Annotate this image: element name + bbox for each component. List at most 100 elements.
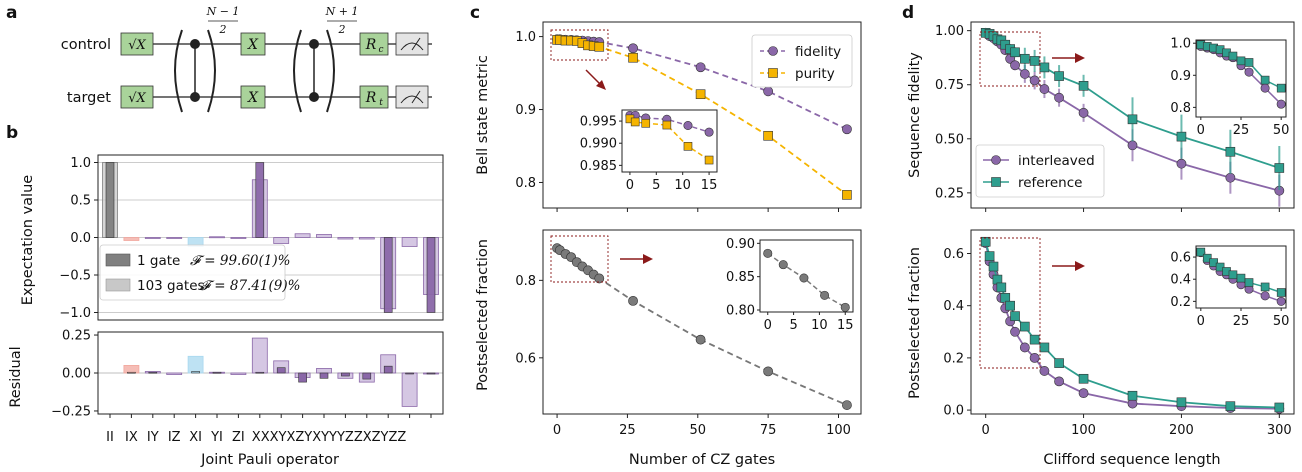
- c-bottom-inset-point: [820, 290, 830, 300]
- d-top-inset-point: [1244, 67, 1254, 77]
- pauli-expectation-chart: Expectation value −1.0 −0.5 0.0 0.5 1.0 1 ga…: [20, 154, 444, 321]
- c_top-point-fidelity: [695, 62, 706, 73]
- c-bottom-inset-point: [799, 273, 809, 283]
- d_bottom-point-reference: [1010, 311, 1020, 321]
- d_bottom-xtick-label: 200: [1169, 423, 1194, 438]
- c_top-ytick-label: 0.8: [515, 176, 536, 191]
- b-xtick-label-IY: IY: [147, 430, 159, 445]
- legend-fidelity-1-gate: 𝓕 = 99.60(1)%: [190, 253, 290, 269]
- d_top-point-interleaved: [1019, 69, 1030, 79]
- d_bottom-point-reference: [988, 261, 999, 272]
- d-top-zoom-box: [979, 31, 1041, 87]
- cz-dot-control-2: [309, 39, 319, 49]
- d_bottom-point-reference: [1039, 342, 1050, 353]
- d_top-point-reference: [1010, 47, 1020, 58]
- c-legend: fidelity purity: [751, 34, 853, 88]
- legend-marker-interleaved: [991, 155, 1001, 165]
- legend-label-fidelity: fidelity: [795, 44, 841, 60]
- c_bottom-point-postselected: [695, 334, 706, 345]
- res-bar-1-gate-ZX: [383, 365, 393, 374]
- c-bottom-inset-point: [763, 248, 773, 258]
- res-bar-1-gate-XX: [255, 371, 265, 374]
- d-top-inset-point: [1244, 58, 1254, 67]
- d_bottom-xtick-label: 100: [1071, 423, 1096, 438]
- c-bottom-zoom-box: [550, 235, 609, 283]
- legend-label-103-gates: 103 gates: [137, 278, 205, 294]
- b-xtick-label-YI: YI: [210, 430, 223, 445]
- legend-fidelity-103-gates: 𝓕 = 87.41(9)%: [200, 278, 300, 294]
- d-top-inset: 0.8 0.9 1.0 0 25 50: [1170, 37, 1289, 138]
- d-bottom-inset-ytick-label: 0.6: [1170, 251, 1191, 266]
- b-legend: 1 gate 𝓕 = 99.60(1)% 103 gates 𝓕 = 87.41…: [99, 244, 300, 301]
- d-top-inset-point: [1260, 83, 1270, 93]
- legend-label-1-gate: 1 gate: [137, 253, 180, 269]
- d_bottom-point-interleaved: [1019, 342, 1030, 353]
- c-bottom-inset-ytick-label: 0.85: [726, 270, 755, 285]
- x-gate-target: [240, 85, 266, 109]
- c-bottom-inset-xtick-label: 15: [837, 318, 854, 333]
- c_top-point-fidelity: [628, 43, 638, 54]
- c_bottom-xtick-label: 100: [826, 423, 851, 438]
- d_top-point-interleaved: [1029, 75, 1040, 86]
- c-bottom-inset-xtick-label: 10: [811, 318, 828, 333]
- legend-marker-purity: [768, 68, 778, 78]
- bar-103-gates-ZI: [230, 237, 247, 239]
- d-top-arrow: [1052, 53, 1085, 63]
- rt-gate: [359, 85, 389, 109]
- bar-103-gates-IY: [144, 237, 161, 239]
- d-bottom-inset-point: [1202, 253, 1212, 263]
- c-top-inset-point: [704, 155, 714, 165]
- c_top-point-purity: [763, 130, 773, 141]
- x-label-control: X: [247, 37, 259, 53]
- legend-marker-fidelity: [768, 46, 778, 56]
- d-bottom-zoom-box: [979, 237, 1041, 369]
- d_top-ytick-label: 1.00: [935, 24, 964, 39]
- d_bottom-ytick-label: 0.6: [943, 247, 964, 262]
- d-bottom-inset-xtick-label: 0: [1197, 314, 1205, 329]
- bar-1-gate-ZX: [383, 237, 393, 313]
- d_bottom-point-reference: [980, 236, 991, 247]
- bar-103-gates-ZY: [401, 237, 418, 247]
- b-xtick-label-group: XXXYXZYXYYYZZXZYZZ: [252, 430, 407, 445]
- d_top-point-reference: [1054, 71, 1064, 81]
- panel-letter-a: a: [6, 3, 17, 23]
- d_bottom-xtick-label: 300: [1267, 423, 1292, 438]
- c_bottom-point-postselected: [842, 400, 852, 410]
- d_top-point-interleaved: [1176, 158, 1187, 169]
- c_bottom-xtick-label: 75: [760, 423, 777, 438]
- paren-right-1: [207, 29, 216, 113]
- d_top-point-interleaved: [1225, 172, 1236, 183]
- d_top-ytick-label: 0.75: [935, 78, 964, 93]
- c-top-inset: 0.985 0.990 0.995 0 5 10 15: [580, 109, 718, 193]
- b-res-ytick-label: −0.25: [51, 404, 91, 419]
- b-xtick-label-II: II: [106, 430, 114, 445]
- d-bottom-arrow: [1052, 261, 1085, 271]
- d-bottom-inset-point: [1236, 273, 1246, 283]
- circuit-diagram: control target √X √X N − 1 2 X X N + 1 2…: [61, 5, 432, 113]
- c_top-point-purity: [842, 190, 852, 200]
- res-bar-1-gate-YZ: [362, 372, 372, 380]
- b-ytick-label: −0.5: [59, 269, 91, 284]
- c-top-inset-point: [630, 117, 640, 127]
- legend-swatch-1-gate: [105, 253, 131, 267]
- c_bottom-ytick-label: 0.6: [515, 351, 536, 366]
- res-bar-1-gate-IX: [127, 371, 136, 374]
- res-bar-1-gate-XZ: [298, 372, 307, 383]
- rt-label: R: [365, 90, 377, 106]
- d_top-point-reference: [1225, 146, 1236, 157]
- bar-103-gates-YZ: [358, 237, 375, 240]
- d_bottom-point-interleaved: [1010, 326, 1020, 337]
- c-top-zoom-box: [550, 29, 609, 61]
- paren-right-2: [326, 29, 335, 113]
- b-bottom-ylabel: Residual: [8, 346, 24, 407]
- d-bottom-inset-ytick-label: 0.2: [1170, 295, 1191, 310]
- bar-1-gate-XX: [255, 162, 265, 238]
- meter-icon-target: [395, 85, 429, 109]
- d_bottom-point-reference: [996, 282, 1007, 293]
- c_top-ytick-label: 1.0: [515, 30, 536, 45]
- res-bar-103-gates-ZY: [401, 372, 418, 407]
- legend-swatch-103-gates: [105, 278, 131, 292]
- cz-dot-target-1: [190, 92, 200, 102]
- cz-dot-target-2: [309, 92, 319, 102]
- paren-left-1: [174, 29, 183, 113]
